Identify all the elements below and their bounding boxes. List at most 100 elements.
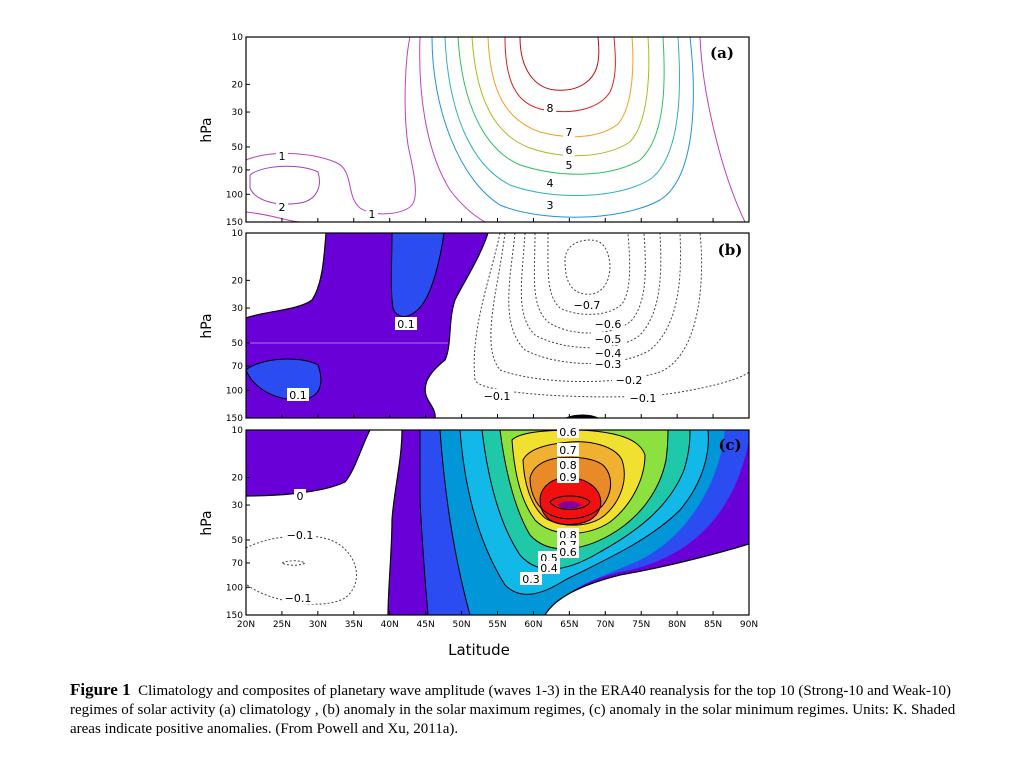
panel-label: (b)	[718, 241, 743, 259]
y-tick-label: 100	[226, 386, 243, 396]
contour-c-02	[439, 430, 471, 615]
y-tick-label: 150	[226, 414, 243, 424]
panel-label: (a)	[710, 44, 734, 62]
y-tick-label: 70	[232, 166, 244, 176]
y-tick-label: 150	[226, 611, 243, 621]
panel-b: 0.1 0.1 −0.7 −0.6 −0.5 −0.4 −0.3 −0.2 −0…	[199, 232, 750, 419]
contour-b-m02	[490, 233, 703, 382]
y-tick-label: 100	[226, 583, 243, 593]
contour-c-08	[529, 456, 612, 520]
figure-caption: Figure 1 Climatology and composites of p…	[70, 680, 965, 739]
contour-label: 0.9	[559, 471, 577, 484]
panel-a-contour-labels: 1 2 1 8 7 6 5 4 3	[276, 101, 575, 221]
white-region-east	[545, 544, 749, 615]
y-axis-label: hPa	[199, 117, 215, 142]
contour-label: −0.1	[484, 390, 511, 403]
contour-a-8	[504, 37, 616, 113]
white-region-west	[246, 430, 402, 615]
y-tick-label: 20	[232, 276, 244, 286]
contour-c-05	[499, 430, 669, 550]
contour-a-5	[457, 37, 665, 175]
contour-label: 1	[369, 208, 376, 221]
contour-label: 4	[547, 177, 554, 190]
panel-label: (c)	[718, 436, 741, 454]
y-tick-label: 150	[226, 218, 243, 228]
panel-a: 1 2 1 8 7 6 5 4 3 (a) hPa	[199, 36, 750, 223]
panel-a-frame	[245, 36, 750, 223]
panel-c-fills	[246, 430, 749, 615]
y-tick-label: 70	[232, 559, 244, 569]
y-tick-label: 10	[232, 33, 244, 43]
panel-c: 0 −0.1 −0.1 0.6 0.7 0.8 0.9 0.8 0.7 0.6 …	[199, 425, 750, 659]
contour-b-pos-west	[246, 358, 322, 401]
axis-ticks: 1020305070100150102030507010015010203050…	[226, 33, 758, 630]
fill-red	[540, 477, 601, 525]
contour-c-04	[481, 430, 691, 570]
panel-b-contour-labels: 0.1 0.1 −0.7 −0.6 −0.5 −0.4 −0.3 −0.2 −0…	[287, 298, 660, 405]
contour-a-6	[471, 37, 650, 157]
panel-c-contours	[246, 430, 749, 615]
y-axis-label: hPa	[199, 510, 215, 535]
x-tick-label: 90N	[740, 620, 758, 630]
x-tick-label: 80N	[668, 620, 686, 630]
y-tick-label: 100	[226, 190, 243, 200]
contour-a-4	[444, 37, 681, 196]
y-tick-label: 70	[232, 362, 244, 372]
zero-line	[424, 233, 489, 418]
contour-b-m07	[564, 239, 611, 295]
panel-b-fills	[246, 233, 488, 418]
contour-label: 0.1	[397, 318, 415, 331]
contour-b-m04	[520, 233, 662, 349]
zero-line-west	[246, 233, 327, 319]
y-tick-label: 30	[232, 501, 244, 511]
white-notch-west	[246, 233, 326, 318]
contour-a-7	[487, 37, 634, 138]
contour-label: −0.1	[630, 392, 657, 405]
y-tick-label: 10	[232, 426, 244, 436]
zero-line-c	[246, 430, 371, 497]
contour-c-10	[549, 495, 591, 510]
contour-a-1-east	[419, 37, 486, 222]
contour-label: 0.4	[540, 562, 558, 575]
figure-number: Figure 1	[70, 680, 131, 699]
contour-b-pos-north	[390, 233, 445, 317]
contour-label: 3	[547, 199, 554, 212]
y-tick-label: 50	[232, 143, 244, 153]
contour-label: −0.5	[595, 333, 622, 346]
y-tick-label: 10	[232, 229, 244, 239]
contour-label: 6	[566, 144, 573, 157]
contour-label: 0.7	[559, 444, 577, 457]
x-tick-label: 75N	[632, 620, 650, 630]
y-tick-label: 30	[232, 108, 244, 118]
x-tick-label: 40N	[381, 620, 399, 630]
panel-c-contour-labels: 0 −0.1 −0.1 0.6 0.7 0.8 0.9 0.8 0.7 0.6 …	[282, 425, 579, 605]
contour-c-neg-inner	[280, 560, 306, 566]
x-tick-label: 20N	[237, 620, 255, 630]
contour-a-low-arc	[246, 211, 301, 222]
contour-label: 0.6	[559, 546, 577, 559]
contour-b-m01-outer	[473, 233, 749, 398]
contour-label: 1	[279, 150, 286, 163]
contour-label: 0.3	[522, 573, 540, 586]
x-tick-label: 65N	[560, 620, 578, 630]
contour-label: 5	[566, 159, 573, 172]
contour-label: −0.3	[595, 358, 622, 371]
contour-c-07	[522, 441, 625, 526]
x-axis-label: Latitude	[448, 641, 510, 659]
y-tick-label: 30	[232, 304, 244, 314]
y-tick-label: 50	[232, 536, 244, 546]
caption-text: Climatology and composites of planetary …	[70, 683, 956, 737]
contour-a-2-loop	[249, 165, 320, 205]
y-tick-label: 20	[232, 473, 244, 483]
panel-a-contours	[246, 37, 746, 222]
x-tick-label: 25N	[273, 620, 291, 630]
zero-line-c3	[544, 543, 749, 615]
contour-a-3	[431, 37, 694, 218]
x-tick-label: 70N	[596, 620, 614, 630]
contour-label: 0	[297, 490, 304, 503]
panel-b-contours	[246, 233, 749, 418]
y-axis-label: hPa	[199, 313, 215, 338]
figure-canvas: 1 2 1 8 7 6 5 4 3 (a) hPa	[199, 33, 758, 659]
x-tick-label: 45N	[417, 620, 435, 630]
contour-label: 0.1	[289, 389, 307, 402]
